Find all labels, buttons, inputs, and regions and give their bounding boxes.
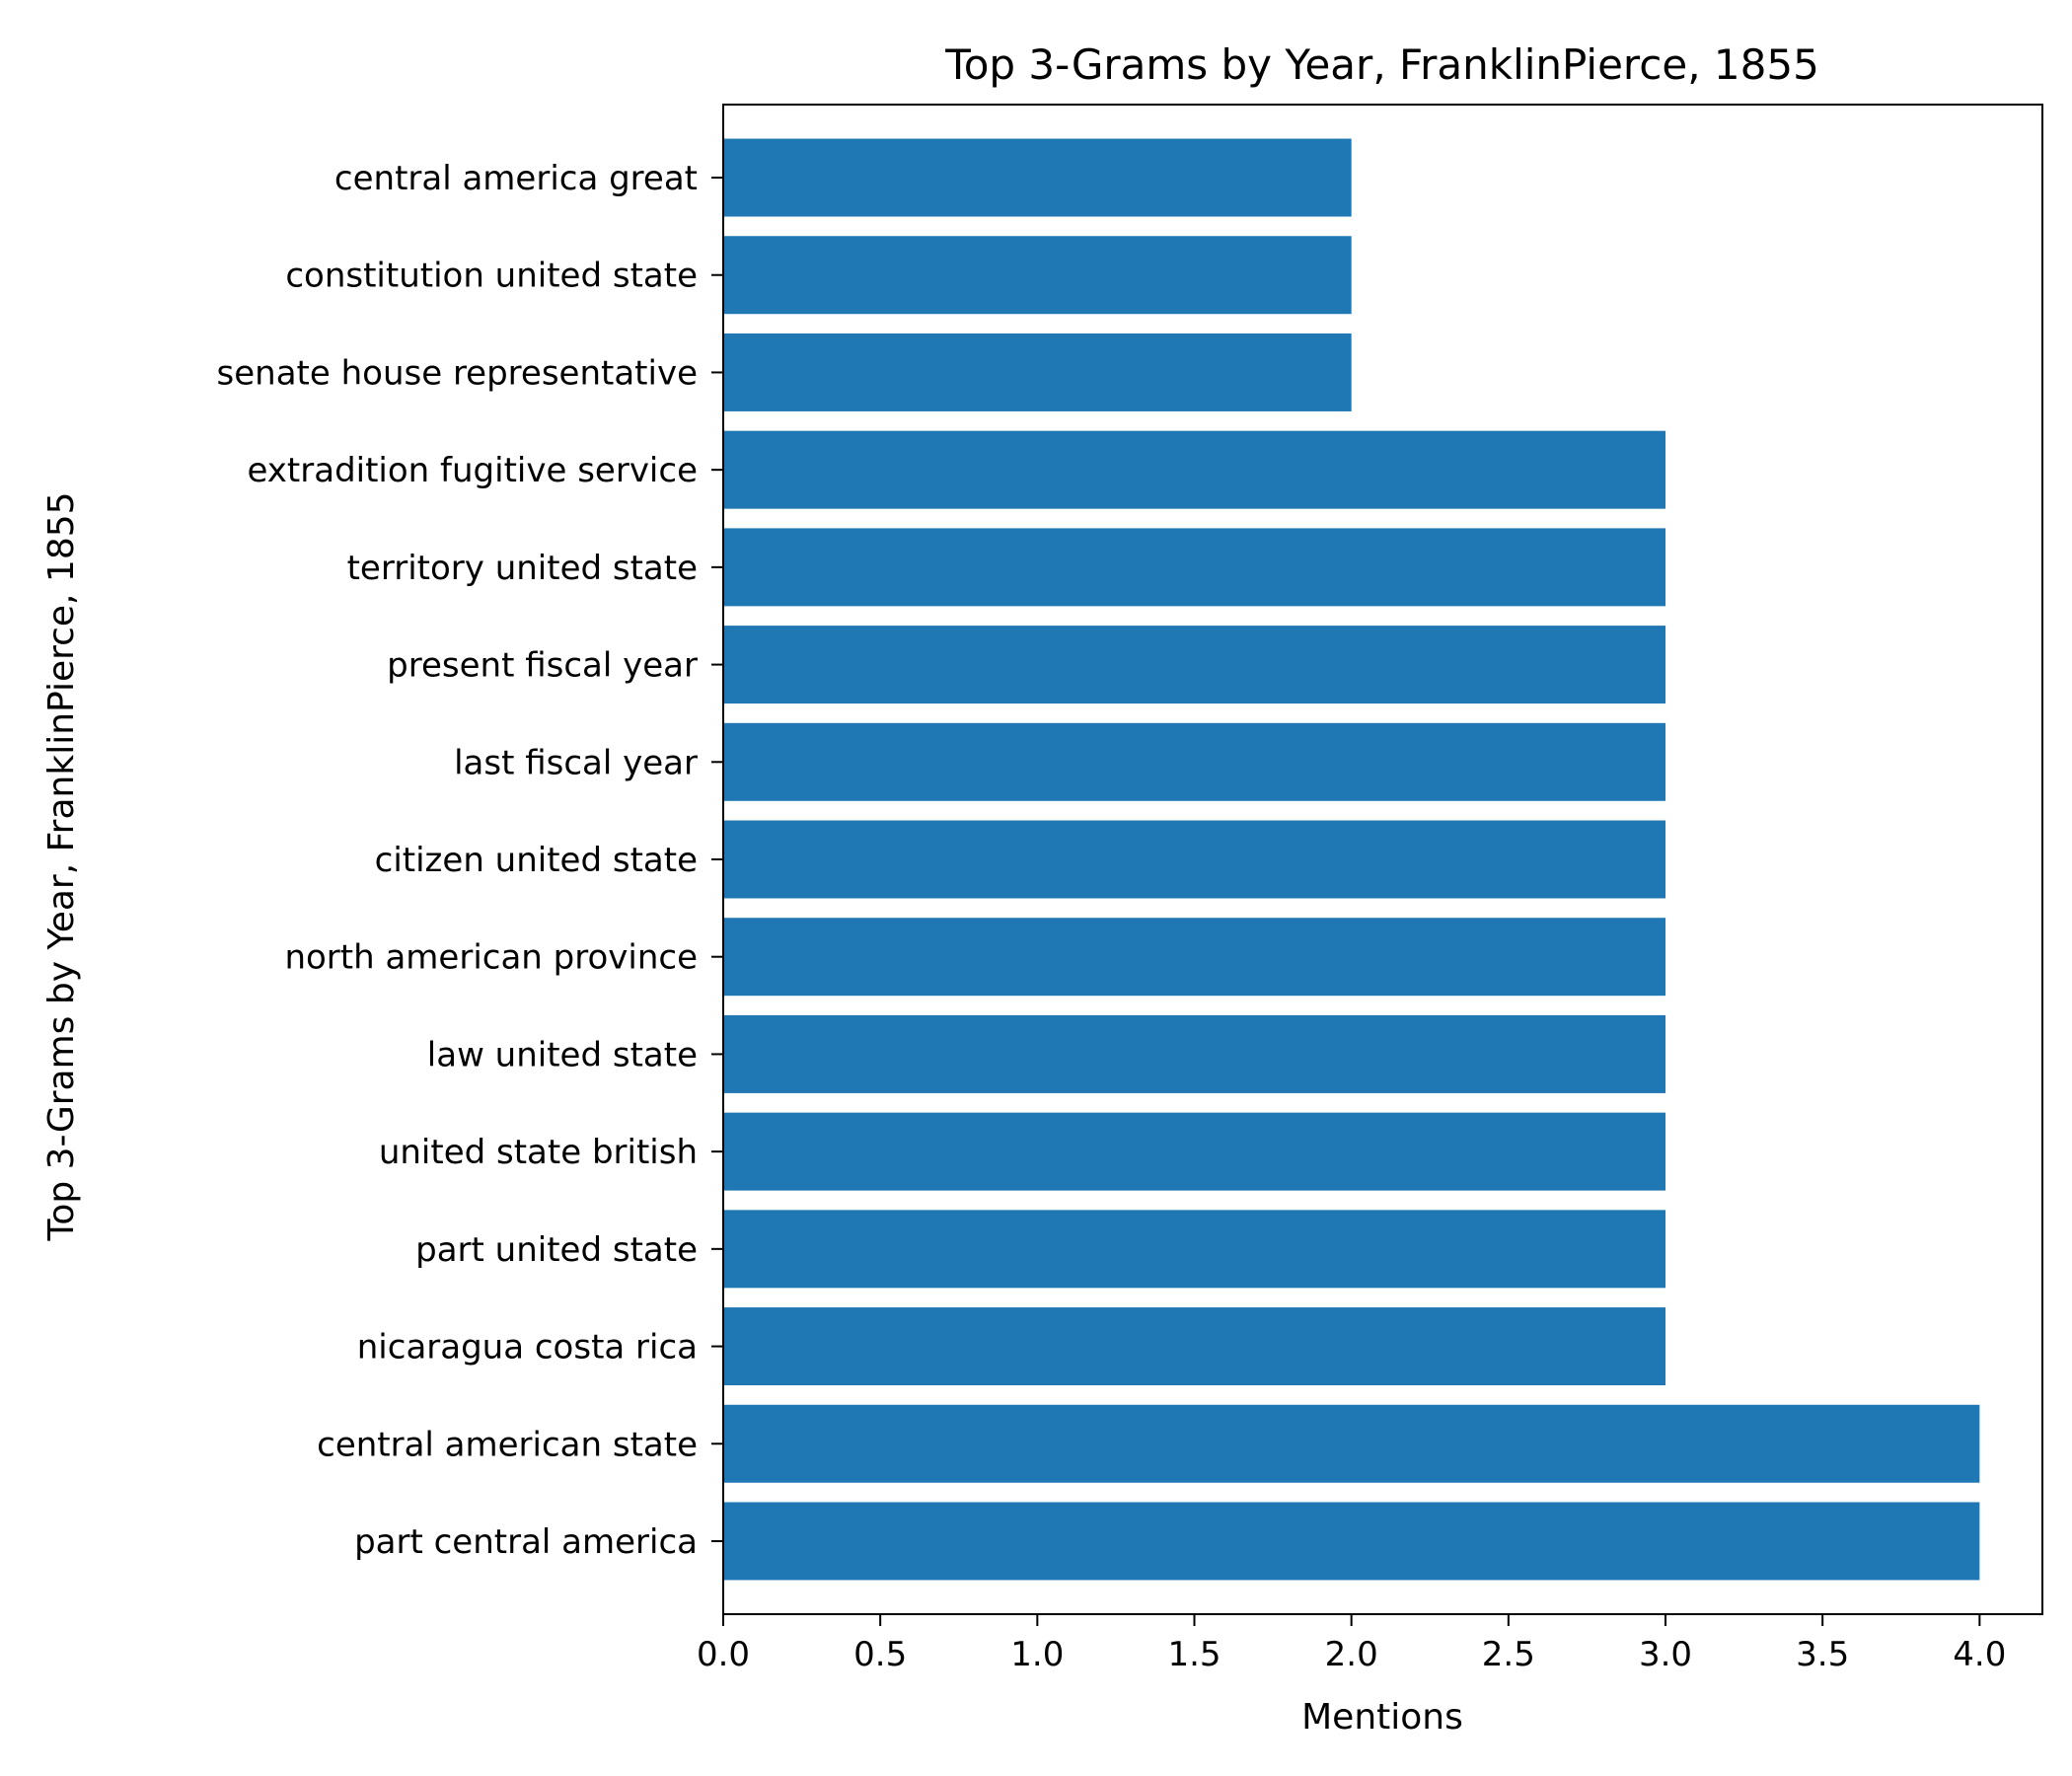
y-tick-label: united state british <box>379 1133 698 1172</box>
y-tick-label: senate house representative <box>217 353 698 393</box>
y-tick-label: nicaragua costa rica <box>357 1328 698 1368</box>
plot-frame <box>722 104 2043 1615</box>
bar <box>723 1112 1665 1191</box>
bar <box>723 722 1665 801</box>
x-axis-label: Mentions <box>1301 1697 1463 1738</box>
x-axis-ticks: 0.0 0.5 1.0 1.5 2.0 2.5 3.0 3.5 4.0 <box>697 1614 2006 1674</box>
y-tick-label: extradition fugitive service <box>247 451 698 490</box>
x-tick-label: 3.5 <box>1796 1635 1849 1674</box>
x-tick-label: 4.0 <box>1953 1635 2006 1674</box>
bar <box>723 333 1352 411</box>
y-tick-label: present fiscal year <box>387 646 698 686</box>
bar <box>723 528 1665 607</box>
x-tick-label: 1.0 <box>1010 1635 1064 1674</box>
x-tick-label: 0.5 <box>853 1635 907 1674</box>
x-tick-label: 2.5 <box>1482 1635 1535 1674</box>
bar <box>723 236 1352 315</box>
bar <box>723 626 1665 704</box>
y-tick-label: citizen united state <box>375 841 698 880</box>
y-tick-label: north american province <box>284 938 698 978</box>
chart-title: Top 3-Grams by Year, FranklinPierce, 185… <box>944 40 1819 89</box>
x-tick-label: 0.0 <box>697 1635 750 1674</box>
y-tick-label: law united state <box>427 1035 698 1074</box>
bar <box>723 918 1665 997</box>
y-tick-label: part central america <box>354 1522 698 1562</box>
x-tick-label: 3.0 <box>1639 1635 1692 1674</box>
y-axis-label: Top 3-Grams by Year, FranklinPierce, 185… <box>41 491 82 1241</box>
bar <box>723 1210 1665 1289</box>
y-axis-ticks: part central america central american sta… <box>217 159 723 1562</box>
x-tick-label: 2.0 <box>1325 1635 1378 1674</box>
y-tick-label: central american state <box>317 1425 698 1464</box>
y-tick-label: central america great <box>334 159 698 198</box>
y-tick-label: part united state <box>415 1230 698 1270</box>
bars-group <box>723 138 1980 1581</box>
y-tick-label: last fiscal year <box>454 743 698 782</box>
bar <box>723 138 1352 217</box>
bar <box>723 1502 1980 1581</box>
y-tick-label: constitution united state <box>285 257 698 296</box>
bar <box>723 1014 1665 1093</box>
bar <box>723 820 1665 899</box>
y-tick-label: territory united state <box>347 549 698 588</box>
bar <box>723 1307 1665 1386</box>
x-tick-label: 1.5 <box>1167 1635 1221 1674</box>
bar <box>723 1404 1980 1483</box>
bar <box>723 430 1665 509</box>
